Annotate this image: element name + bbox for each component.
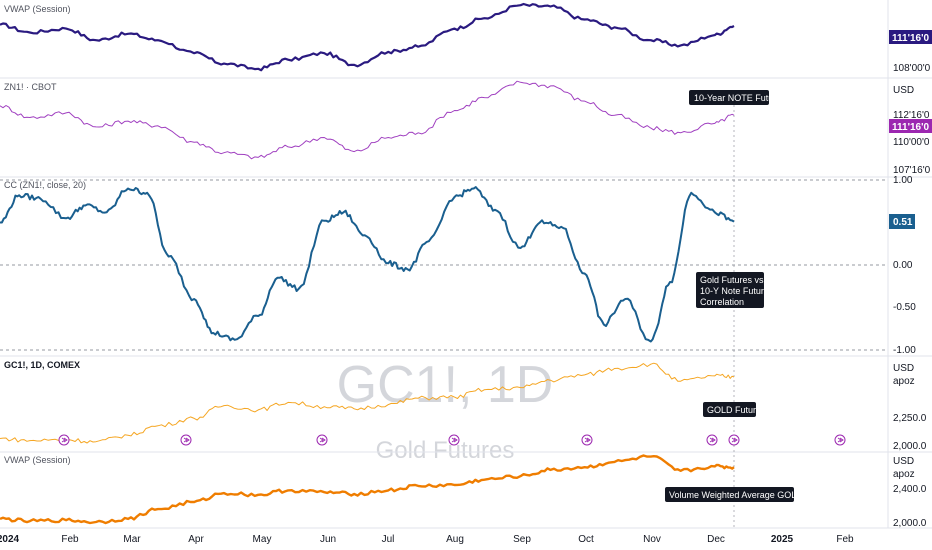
axis-label: apoz bbox=[893, 376, 915, 387]
tooltip-text: Gold Futures vs. bbox=[700, 275, 766, 285]
tooltip-text: Volume Weighted Average GOLD Price bbox=[669, 490, 826, 500]
price-badge-cc: 0.51 bbox=[889, 214, 915, 229]
axis-label: 2,400.0 bbox=[893, 484, 927, 495]
axis-label: 2,250.0 bbox=[893, 413, 927, 424]
axis-label: 110'00'0 bbox=[893, 137, 930, 148]
event-marker-icon[interactable] bbox=[448, 434, 460, 446]
event-marker-icon[interactable] bbox=[180, 434, 192, 446]
event-marker-icon[interactable] bbox=[581, 434, 593, 446]
axis-label: USD bbox=[893, 456, 914, 467]
axis-label: USD bbox=[893, 85, 914, 96]
pane-label-gc[interactable]: GC1!, 1D, COMEX bbox=[4, 360, 80, 370]
time-axis-label: Nov bbox=[643, 534, 661, 545]
event-arrow-icon bbox=[451, 437, 458, 443]
event-markers bbox=[58, 434, 846, 446]
cc-line bbox=[0, 186, 735, 343]
event-arrow-icon bbox=[61, 437, 68, 443]
time-axis-label: Dec bbox=[707, 534, 725, 545]
tooltip-cc: Gold Futures vs. 10-Y Note Futures Corre… bbox=[696, 272, 774, 308]
event-marker-icon[interactable] bbox=[834, 434, 846, 446]
pane-label-vwap-gc[interactable]: VWAP (Session) bbox=[4, 455, 71, 465]
watermark-symbol: GC1!, 1D bbox=[337, 356, 554, 414]
event-marker-icon[interactable] bbox=[58, 434, 70, 446]
tooltip-gc: GOLD Futures bbox=[703, 402, 766, 417]
axis-label: 2,000.0 bbox=[893, 441, 927, 452]
tooltip-text: Correlation bbox=[700, 297, 744, 307]
gc-line bbox=[0, 362, 735, 444]
time-axis-label: Jul bbox=[382, 534, 395, 545]
axis-label: 2,000.0 bbox=[893, 518, 927, 529]
event-arrow-icon bbox=[731, 437, 738, 443]
time-axis-label: Mar bbox=[123, 534, 141, 545]
watermark-name: Gold Futures bbox=[376, 437, 515, 464]
time-axis-label: Apr bbox=[188, 534, 204, 545]
time-axis-label: Aug bbox=[446, 534, 464, 545]
event-marker-icon[interactable] bbox=[706, 434, 718, 446]
time-axis-label: Jun bbox=[320, 534, 336, 545]
price-badge-zn: 111'16'0 bbox=[889, 119, 932, 133]
axis-label: 108'00'0 bbox=[893, 63, 931, 74]
axis-label: 107'16'0 bbox=[893, 165, 931, 176]
time-axis-label: Oct bbox=[578, 534, 594, 545]
axis-label: 0.00 bbox=[893, 260, 913, 271]
time-axis-label: Feb bbox=[61, 534, 79, 545]
pane-label-zn[interactable]: ZN1! · CBOT bbox=[4, 82, 57, 92]
axis-label: -1.00 bbox=[893, 345, 916, 356]
event-marker-icon[interactable] bbox=[728, 434, 740, 446]
event-arrow-icon bbox=[837, 437, 844, 443]
axis-label: -0.50 bbox=[893, 302, 916, 313]
vwap-gc-line bbox=[0, 454, 735, 525]
time-axis-label: Sep bbox=[513, 534, 531, 545]
zn-line bbox=[0, 80, 735, 160]
axis-label: 112'16'0 bbox=[893, 110, 930, 121]
vwap-top-line bbox=[0, 2, 735, 72]
time-axis-label: 2024 bbox=[0, 534, 20, 545]
axis-label: apoz bbox=[893, 469, 915, 480]
pane-label-cc[interactable]: CC (ZN1!, close, 20) bbox=[4, 180, 86, 190]
time-axis-label: 2025 bbox=[771, 534, 794, 545]
event-arrow-icon bbox=[319, 437, 326, 443]
tooltip-text: 10-Year NOTE Futures bbox=[694, 93, 786, 103]
tooltip-vwap-gc: Volume Weighted Average GOLD Price bbox=[665, 487, 826, 502]
price-badge-text: 111'16'0 bbox=[892, 122, 929, 133]
time-axis: 2024 Feb Mar Apr May Jun Jul Aug Sep Oct Nov Dec 202… bbox=[0, 534, 854, 545]
price-badge-text: 111'16'0 bbox=[892, 33, 929, 44]
price-badge-vwap-top: 111'16'0 bbox=[889, 30, 932, 44]
axis-label: USD bbox=[893, 363, 914, 374]
tooltip-zn: 10-Year NOTE Futures bbox=[689, 90, 786, 105]
time-axis-label: May bbox=[253, 534, 272, 545]
axis-label: 1.00 bbox=[893, 175, 913, 186]
pane-label-vwap-top[interactable]: VWAP (Session) bbox=[4, 4, 71, 14]
event-arrow-icon bbox=[584, 437, 591, 443]
price-badge-text: 0.51 bbox=[893, 217, 913, 228]
event-marker-icon[interactable] bbox=[316, 434, 328, 446]
tooltip-text: GOLD Futures bbox=[707, 405, 766, 415]
event-arrow-icon bbox=[183, 437, 190, 443]
time-axis-label: Feb bbox=[836, 534, 854, 545]
event-arrow-icon bbox=[709, 437, 716, 443]
tooltip-text: 10-Y Note Futures bbox=[700, 286, 774, 296]
